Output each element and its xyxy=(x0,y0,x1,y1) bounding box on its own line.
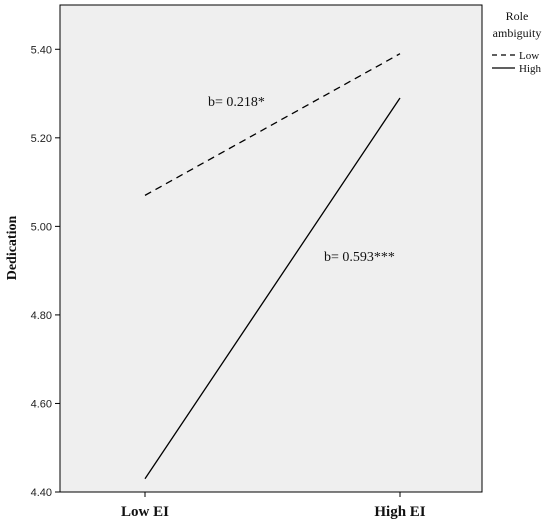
annotation-high: b= 0.593*** xyxy=(324,250,395,265)
x-category-label: High EI xyxy=(374,504,425,520)
series-lines xyxy=(144,53,401,480)
y-tick-label: 4.40 xyxy=(31,487,52,499)
y-tick-label: 4.60 xyxy=(31,398,52,410)
legend-label-low: Low xyxy=(519,50,539,62)
legend-label-high: High xyxy=(519,63,542,75)
y-tick-label: 5.00 xyxy=(31,221,52,233)
legend-title-line1: Role xyxy=(506,9,529,23)
y-axis: 4.40 4.60 4.80 5.00 5.20 5.40 xyxy=(31,44,60,499)
legend-title-line2: ambiguity xyxy=(493,26,542,40)
x-category-label: Low EI xyxy=(121,504,169,520)
legend: Role ambiguity Low High xyxy=(492,9,542,75)
series-line-high xyxy=(144,97,401,480)
y-tick-label: 5.20 xyxy=(31,133,52,145)
y-tick-label: 4.80 xyxy=(31,310,52,322)
plot-area xyxy=(59,4,483,493)
y-axis-title: Dedication xyxy=(5,216,20,281)
series-line-low xyxy=(144,53,401,196)
annotation-low: b= 0.218* xyxy=(208,95,265,110)
y-tick-label: 5.40 xyxy=(31,44,52,56)
x-axis: Low EI High EI xyxy=(121,492,426,520)
